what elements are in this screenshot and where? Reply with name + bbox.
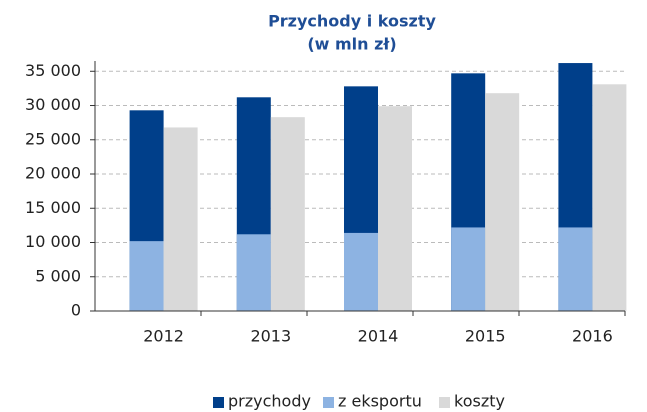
bar [270, 117, 305, 311]
x-tick-label: 2012 [143, 327, 184, 346]
y-tick-label: 25 000 [25, 129, 81, 148]
y-tick-label: 0 [71, 301, 81, 320]
x-tick-label: 2013 [250, 327, 291, 346]
y-tick-label: 20 000 [25, 164, 81, 183]
x-tick-label: 2014 [358, 327, 399, 346]
bar [485, 93, 520, 312]
bar [163, 127, 198, 311]
x-tick-label: 2016 [572, 327, 613, 346]
bar [236, 234, 271, 311]
legend-swatch [323, 397, 334, 408]
legend-label: z eksportu [338, 392, 422, 411]
legend-swatch [439, 397, 450, 408]
legend-swatch [213, 397, 224, 408]
bar [451, 227, 486, 311]
bar [378, 106, 412, 312]
y-tick-label: 35 000 [25, 61, 81, 80]
bar [558, 227, 593, 311]
chart-title: Przychody i koszty [268, 12, 436, 31]
y-tick-label: 10 000 [25, 232, 81, 251]
legend-label: koszty [454, 392, 505, 411]
y-tick-label: 5 000 [35, 266, 81, 285]
x-tick-label: 2015 [465, 327, 506, 346]
legend-label: przychody [228, 392, 311, 411]
y-tick-label: 30 000 [25, 95, 81, 114]
bar [129, 241, 164, 311]
chart-subtitle: (w mln zł) [307, 35, 396, 54]
y-tick-label: 15 000 [25, 198, 81, 217]
bar [344, 232, 378, 311]
bar [592, 84, 627, 311]
